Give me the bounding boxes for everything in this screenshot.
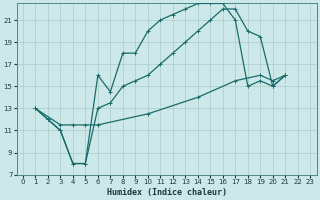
X-axis label: Humidex (Indice chaleur): Humidex (Indice chaleur) <box>107 188 227 197</box>
